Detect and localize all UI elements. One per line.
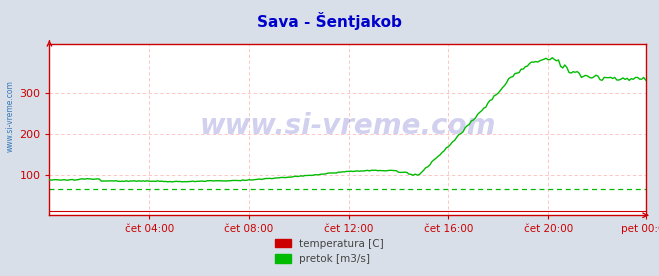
Legend: temperatura [C], pretok [m3/s]: temperatura [C], pretok [m3/s] bbox=[271, 235, 388, 268]
Text: www.si-vreme.com: www.si-vreme.com bbox=[5, 80, 14, 152]
Text: www.si-vreme.com: www.si-vreme.com bbox=[200, 112, 496, 140]
Text: Sava - Šentjakob: Sava - Šentjakob bbox=[257, 12, 402, 30]
